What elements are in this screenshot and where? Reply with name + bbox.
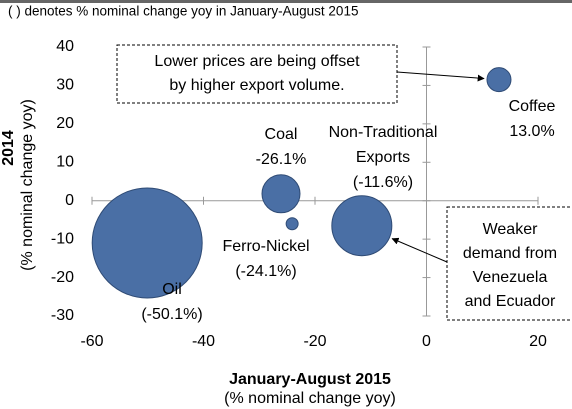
bubble-label: Non-Traditional xyxy=(329,124,438,141)
bubble-label: Exports xyxy=(356,149,410,166)
top-bar xyxy=(0,0,572,3)
bubble-label: Coffee xyxy=(509,98,556,115)
annotation-text: Weaker xyxy=(483,221,539,238)
y-tick-label: 20 xyxy=(56,115,74,132)
x-axis-subtitle: (% nominal change yoy) xyxy=(224,390,396,407)
y-tick-label: -10 xyxy=(51,230,74,247)
x-tick-label: 0 xyxy=(422,333,431,350)
data-label: (-50.1%) xyxy=(141,306,202,323)
y-tick-label: 30 xyxy=(56,77,74,94)
annotation-text: by higher export volume. xyxy=(169,77,344,94)
y-tick-label: -30 xyxy=(51,307,74,324)
bubble xyxy=(285,217,299,231)
y-tick-label: 10 xyxy=(56,154,74,171)
x-tick-label: -20 xyxy=(303,333,326,350)
x-axis-title: January-August 2015 xyxy=(229,371,391,388)
y-axis-subtitle: (% nominal change yoy) xyxy=(19,99,36,271)
bubble xyxy=(91,187,203,299)
bubble xyxy=(261,174,301,214)
x-tick-label: -40 xyxy=(192,333,215,350)
data-label: -26.1% xyxy=(256,151,307,168)
annotation-arrow xyxy=(391,237,448,263)
y-axis-title: 2014 xyxy=(0,130,17,166)
data-label: (-11.6%) xyxy=(353,174,413,191)
x-tick-label: -60 xyxy=(80,333,103,350)
y-tick-label: 0 xyxy=(65,192,74,209)
data-label: 13.0% xyxy=(509,123,554,140)
annotation-box xyxy=(446,206,572,321)
annotation-text: Venezuela xyxy=(473,269,548,286)
bubble xyxy=(331,195,393,257)
bubble-label: Ferro-Nickel xyxy=(222,238,309,255)
data-label: (-24.1%) xyxy=(235,263,296,280)
annotation-text: demand from xyxy=(463,245,557,262)
annotation-text: Lower prices are being offset xyxy=(154,53,360,70)
annotation-box xyxy=(116,44,398,104)
bubble-label: Oil xyxy=(162,281,182,298)
y-tick-label: 40 xyxy=(56,38,74,55)
subtitle: ( ) denotes % nominal change yoy in Janu… xyxy=(8,4,358,19)
x-tick-label: 20 xyxy=(529,333,547,350)
bubble-label: Coal xyxy=(265,126,298,143)
annotation-text: and Ecuador xyxy=(465,293,556,310)
annotation-arrow xyxy=(396,71,485,82)
bubble xyxy=(486,67,512,93)
y-tick-label: -20 xyxy=(51,269,74,286)
